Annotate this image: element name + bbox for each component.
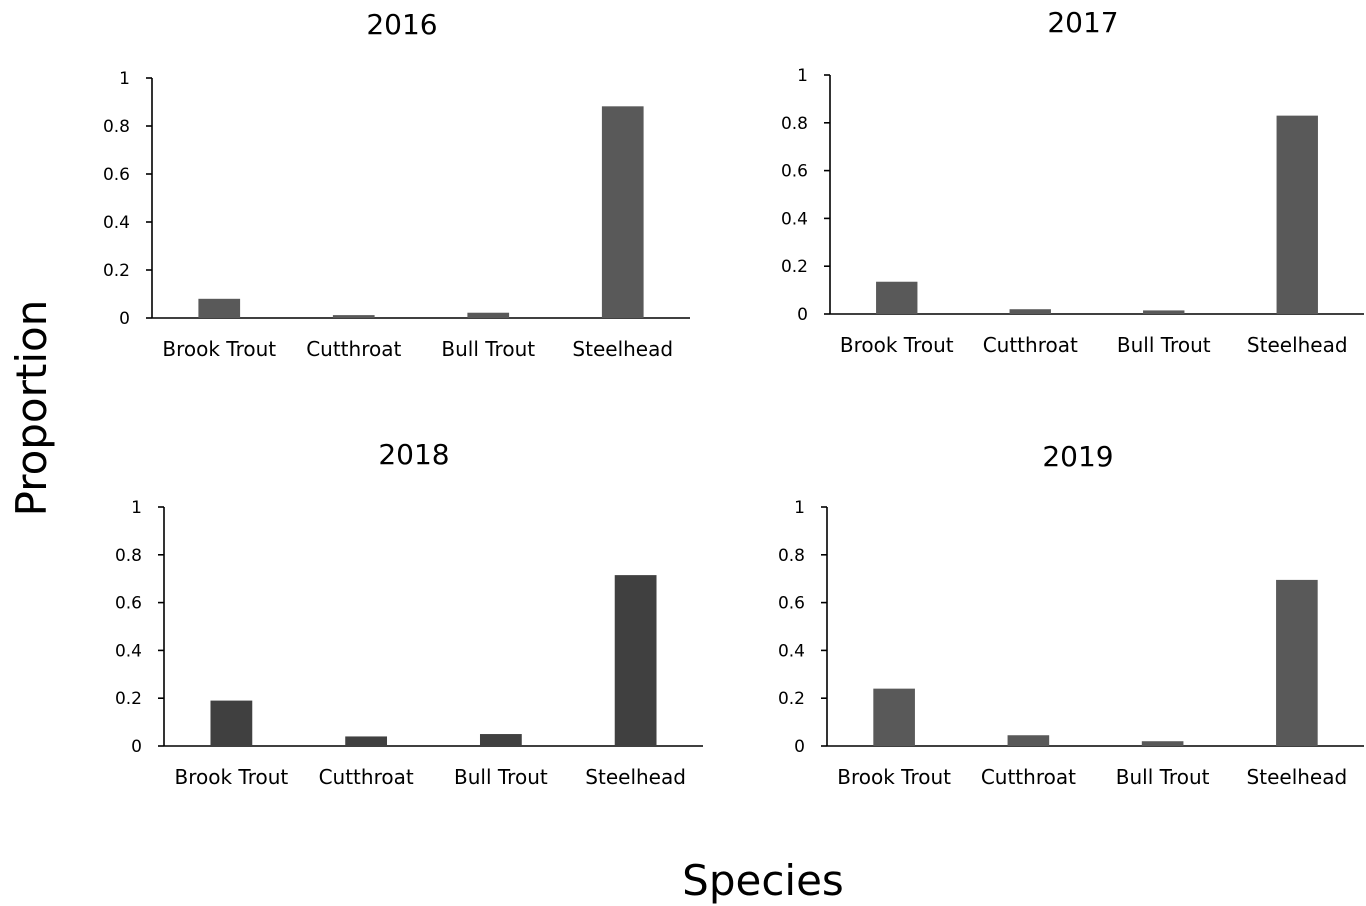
bar-cutthroat: [332, 315, 375, 318]
bar-bull-trout: [1143, 310, 1185, 314]
category-label: Brook Trout: [175, 765, 289, 789]
bar-brook-trout: [198, 298, 241, 318]
y-tick-label: 0.4: [115, 641, 142, 661]
chart-panels: 2016 0 0.2 0.4 0.6 0.8 1 Brook Trout Cutthroat Bu…: [103, 6, 1364, 789]
y-tick-label: 0.2: [778, 689, 805, 709]
y-tick-label: 0: [794, 737, 805, 757]
y-tick-label: 0.6: [103, 165, 130, 185]
bar-cutthroat: [1007, 735, 1050, 746]
y-tick-label: 1: [119, 69, 130, 89]
y-tick-label: 0.8: [103, 117, 130, 137]
panel-title: 2018: [378, 438, 449, 471]
chart-panel: 2016 0 0.2 0.4 0.6 0.8 1 Brook Trout Cutthroat Bu…: [103, 8, 690, 361]
category-label: Steelhead: [1247, 333, 1348, 357]
x-axis-label: Species: [682, 856, 844, 905]
bar-steelhead: [601, 106, 644, 318]
category-label: Cutthroat: [981, 765, 1076, 789]
panel-title: 2016: [366, 8, 437, 41]
y-tick-label: 0.2: [781, 257, 808, 277]
category-label: Steelhead: [1247, 765, 1348, 789]
bar-cutthroat: [1009, 309, 1051, 314]
y-tick-label: 0: [131, 737, 142, 757]
bar-bull-trout: [479, 734, 522, 746]
chart-panel: 2019 0 0.2 0.4 0.6 0.8 1 Brook Trout Cutthroat Bu…: [778, 440, 1364, 789]
category-label: Cutthroat: [983, 333, 1078, 357]
bar-brook-trout: [873, 688, 915, 746]
y-tick-label: 0.4: [103, 213, 130, 233]
category-label: Steelhead: [585, 765, 686, 789]
category-label: Cutthroat: [319, 765, 414, 789]
panel-title: 2017: [1047, 6, 1118, 39]
bar-steelhead: [614, 575, 657, 746]
panel-title: 2019: [1042, 440, 1113, 473]
category-label: Brook Trout: [162, 337, 276, 361]
y-tick-label: 0.2: [103, 261, 130, 281]
category-label: Brook Trout: [837, 765, 951, 789]
bar-brook-trout: [876, 281, 918, 314]
category-label: Bull Trout: [441, 337, 535, 361]
bar-steelhead: [1276, 115, 1318, 314]
category-label: Steelhead: [572, 337, 673, 361]
bar-cutthroat: [345, 736, 388, 746]
y-axis-label: Proportion: [7, 300, 56, 517]
bar-bull-trout: [1141, 741, 1184, 746]
category-label: Cutthroat: [306, 337, 401, 361]
y-tick-label: 0.6: [115, 594, 142, 614]
chart-panel: 2017 0 0.2 0.4 0.6 0.8 1 Brook Trout Cutthroat Bu…: [781, 6, 1364, 357]
category-label: Bull Trout: [454, 765, 548, 789]
y-tick-label: 0.6: [781, 162, 808, 182]
y-tick-label: 0.8: [115, 546, 142, 566]
y-tick-label: 0.6: [778, 594, 805, 614]
chart-panel: 2018 0 0.2 0.4 0.6 0.8 1 Brook Trout Cutthroat Bu…: [115, 438, 703, 789]
y-tick-label: 0.8: [781, 114, 808, 134]
y-tick-label: 0.4: [778, 641, 805, 661]
y-tick-label: 1: [131, 498, 142, 518]
y-tick-label: 0.2: [115, 689, 142, 709]
y-tick-label: 0: [797, 305, 808, 325]
bar-steelhead: [1276, 579, 1318, 746]
y-tick-label: 0.4: [781, 209, 808, 229]
category-label: Bull Trout: [1116, 765, 1210, 789]
bar-brook-trout: [210, 700, 253, 746]
category-label: Bull Trout: [1117, 333, 1211, 357]
category-label: Brook Trout: [840, 333, 954, 357]
y-tick-label: 0: [119, 309, 130, 329]
y-tick-label: 0.8: [778, 546, 805, 566]
y-tick-label: 1: [794, 498, 805, 518]
y-tick-label: 1: [797, 66, 808, 86]
bar-bull-trout: [467, 312, 510, 318]
